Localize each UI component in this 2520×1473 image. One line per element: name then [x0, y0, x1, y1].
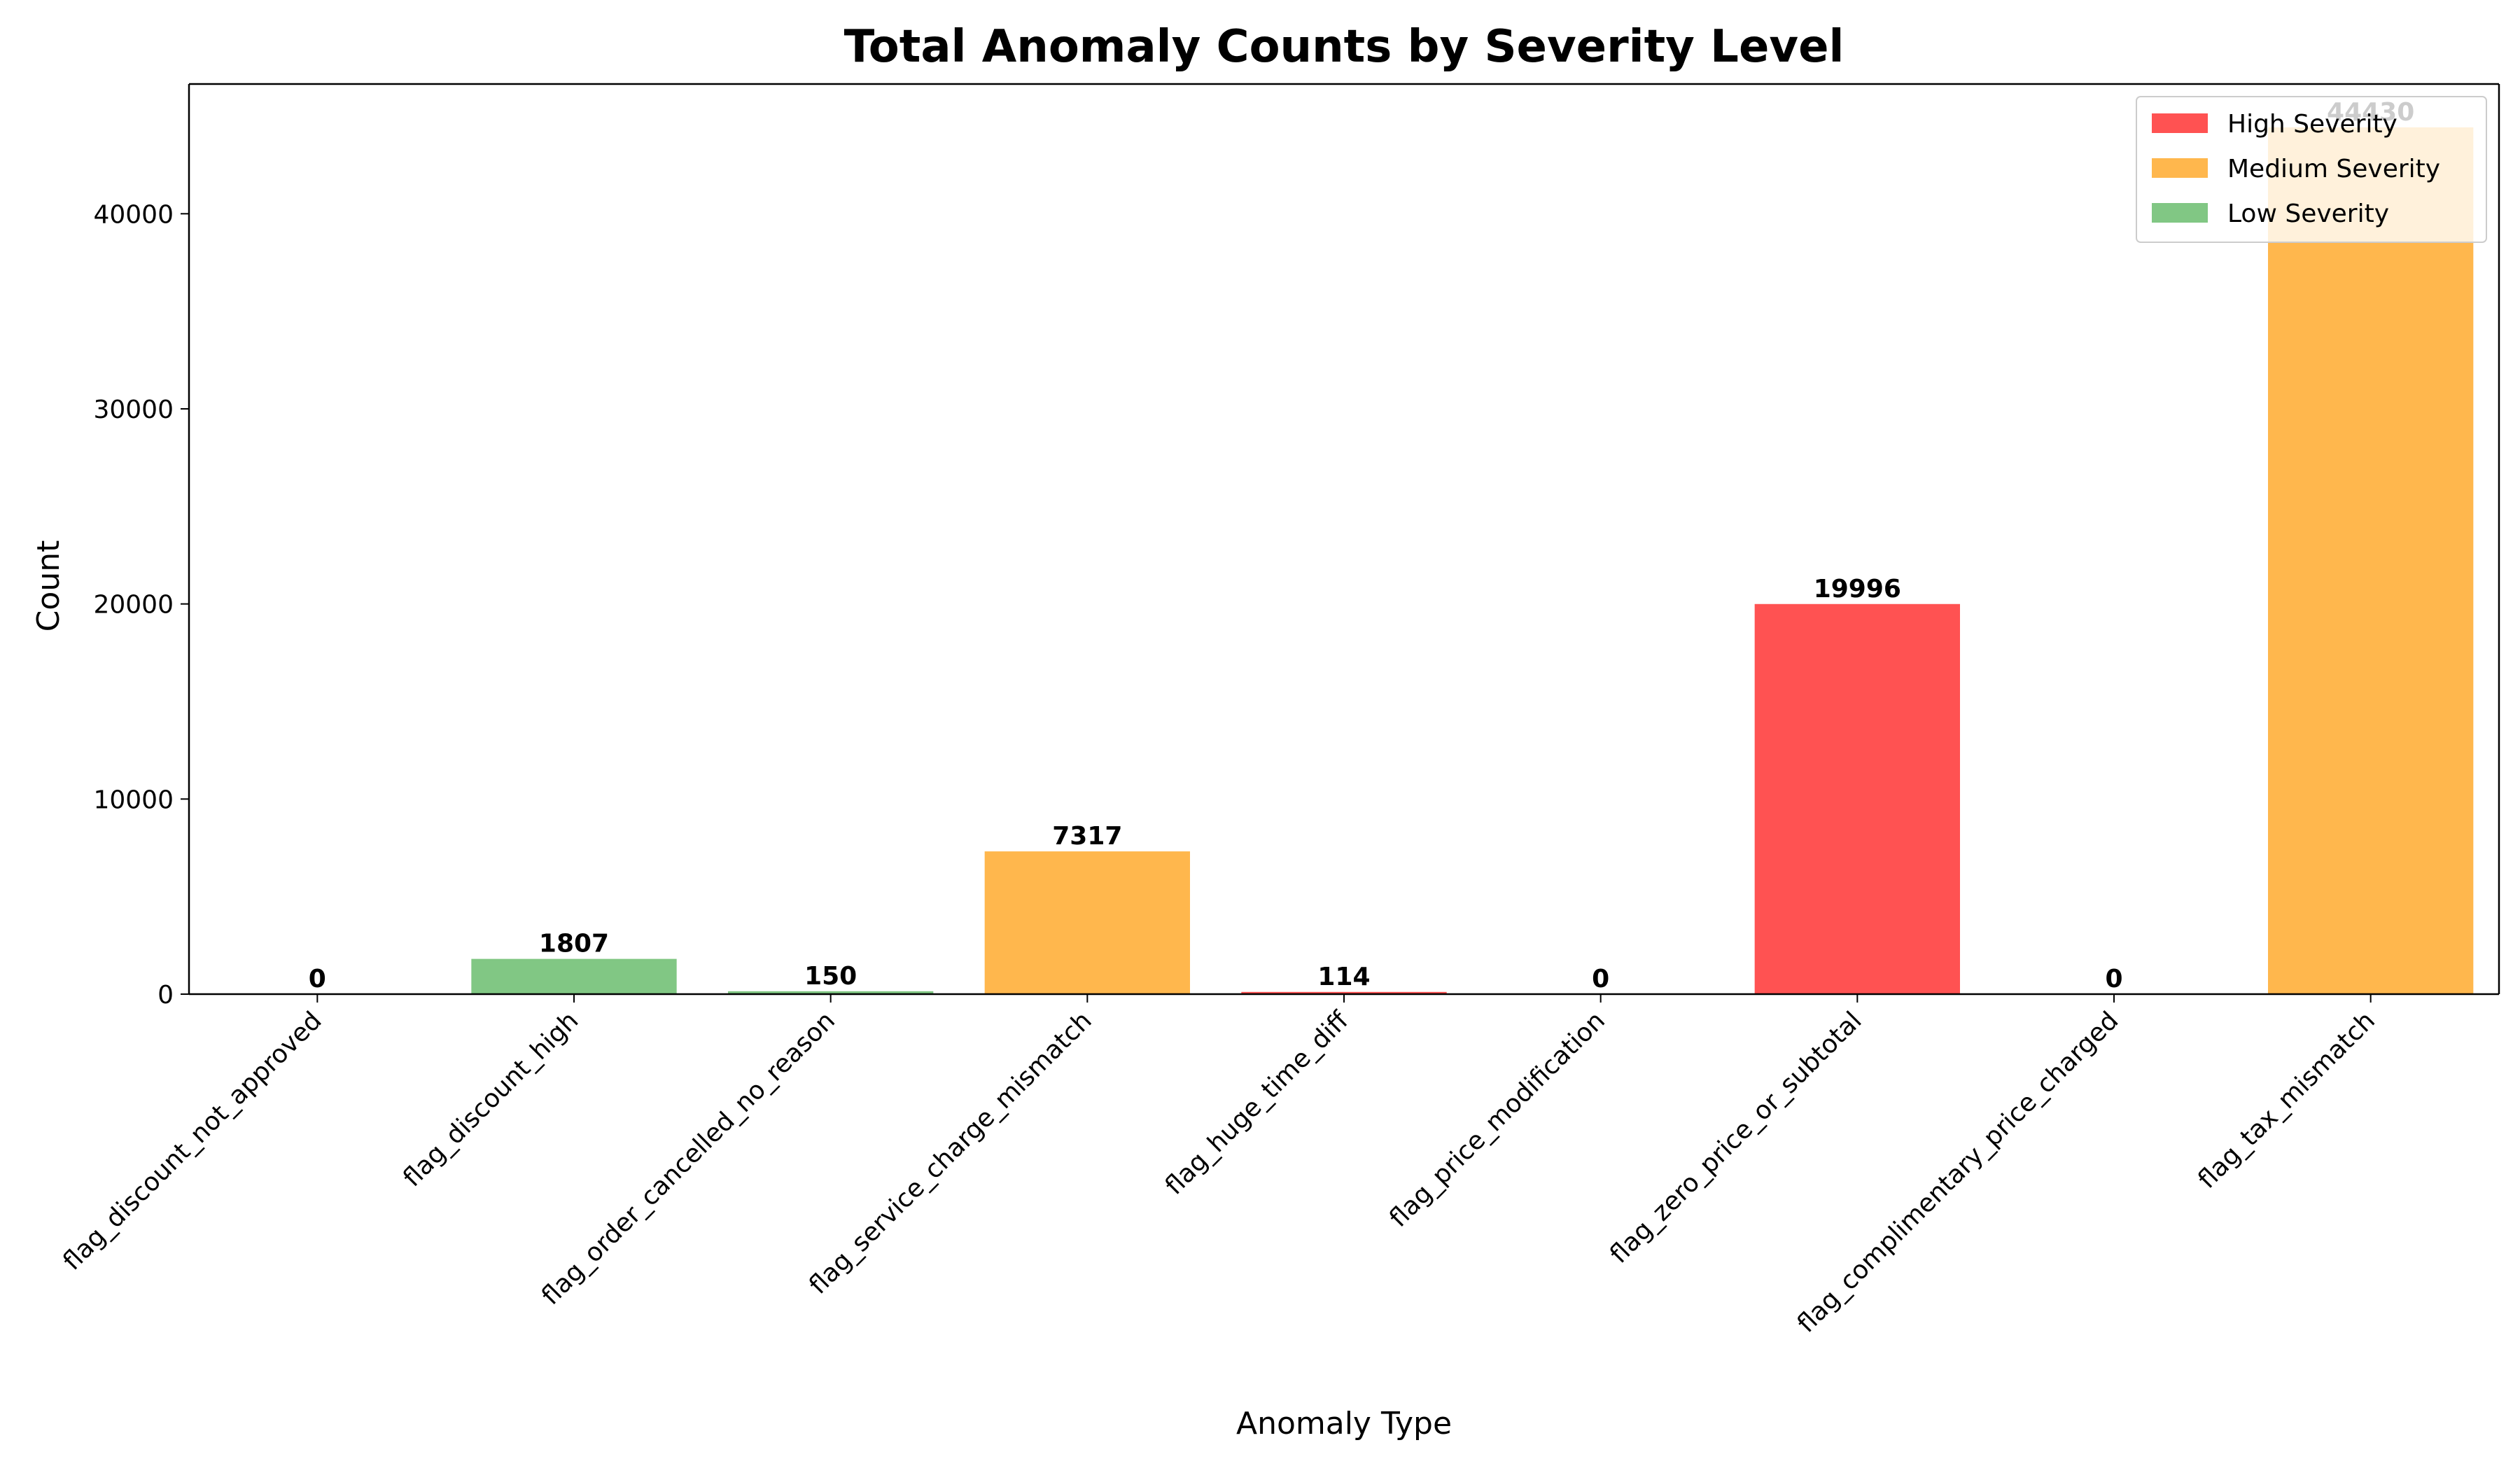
- value-label: 19996: [1814, 575, 1901, 603]
- y-tick-label: 40000: [93, 200, 174, 229]
- y-tick-label: 10000: [93, 786, 174, 814]
- value-labels-layer: 018071507317114019996044430: [309, 98, 2414, 993]
- x-tick-label: flag_service_charge_mismatch: [804, 1006, 1097, 1299]
- x-axis-label: Anomaly Type: [1236, 1406, 1452, 1441]
- x-tick-label: flag_zero_price_or_subtotal: [1604, 1006, 1867, 1269]
- bar-flag_discount_high: [471, 958, 677, 994]
- value-label: 0: [309, 965, 326, 993]
- value-label: 150: [804, 962, 857, 991]
- y-tick-label: 0: [158, 981, 174, 1010]
- x-tick-label: flag_order_cancelled_no_reason: [536, 1006, 841, 1311]
- legend-label: Medium Severity: [2227, 155, 2440, 183]
- x-tick-label: flag_price_modification: [1384, 1006, 1611, 1233]
- x-tick-label: flag_discount_not_approved: [57, 1006, 327, 1276]
- bar-flag_service_charge_mismatch: [984, 851, 1190, 994]
- legend-label: High Severity: [2227, 110, 2398, 139]
- value-label: 0: [1592, 965, 1609, 993]
- legend-label: Low Severity: [2227, 200, 2389, 228]
- value-label: 0: [2105, 965, 2122, 993]
- x-tick-label: flag_discount_high: [398, 1006, 584, 1192]
- x-tick-label: flag_complimentary_price_charged: [1792, 1006, 2124, 1338]
- y-tick-label: 20000: [93, 591, 174, 620]
- bar-flag_order_cancelled_no_reason: [728, 991, 934, 994]
- bar-flag_tax_mismatch: [2268, 127, 2474, 994]
- x-tick-label: flag_tax_mismatch: [2193, 1006, 2381, 1194]
- value-label: 7317: [1052, 822, 1122, 851]
- legend-swatch-high: [2152, 113, 2208, 133]
- bar-flag_huge_time_diff: [1241, 991, 1447, 994]
- axes-layer: 0 10000 20000 30000 40000 flag_discount_not_a…: [57, 83, 2500, 1339]
- legend-box: [2136, 96, 2487, 243]
- legend-swatch-low: [2152, 203, 2208, 223]
- y-tick-label: 30000: [93, 396, 174, 424]
- value-label: 114: [1317, 963, 1370, 991]
- value-label: 1807: [539, 930, 609, 958]
- bar-flag_zero_price_or_subtotal: [1754, 603, 1960, 994]
- x-tick-label: flag_huge_time_diff: [1160, 1006, 1354, 1201]
- chart-title: Total Anomaly Counts by Severity Level: [844, 21, 1844, 73]
- y-axis-label: Count: [31, 540, 66, 632]
- bars-layer: [471, 127, 2474, 994]
- legend-swatch-medium: [2152, 158, 2208, 178]
- legend: High Severity Medium Severity Low Severity: [2136, 96, 2487, 243]
